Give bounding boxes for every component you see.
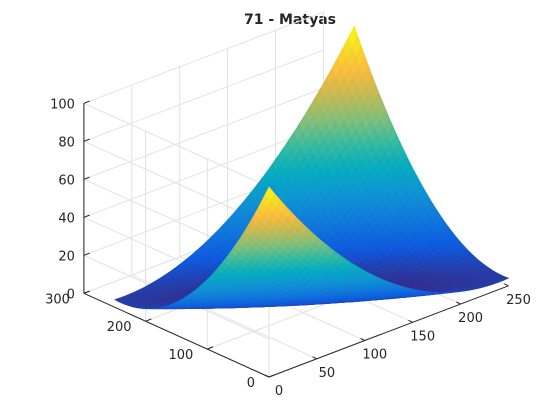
surface-patch <box>498 276 510 281</box>
wall-ymax-gridline-z <box>83 49 324 142</box>
z-tick-label: 100 <box>50 97 75 112</box>
x-tick-label: 50 <box>319 366 336 381</box>
z-tick-label: 40 <box>58 211 75 226</box>
x-tick-label: 0 <box>275 384 283 399</box>
wall-ymax-gridline-z <box>83 87 324 180</box>
y-tick-mark <box>207 346 214 350</box>
y-tick-mark <box>145 318 152 322</box>
wall-ymax-gridline-z <box>83 11 324 104</box>
chart-title: 71 - Matyas <box>244 12 336 28</box>
y-tick-label: 300 <box>45 292 70 307</box>
x-tick-mark <box>456 301 461 305</box>
z-tick-mark <box>83 290 90 294</box>
x-tick-mark <box>503 283 509 287</box>
z-tick-label: 80 <box>58 135 75 150</box>
z-tick-label: 0 <box>67 287 75 302</box>
y-tick-mark <box>268 374 275 378</box>
y-axis-line <box>83 292 270 378</box>
z-tick-mark <box>83 214 90 218</box>
z-tick-mark <box>83 176 90 180</box>
wall-ymax-gridline-z <box>83 125 324 218</box>
z-tick-label: 20 <box>58 249 75 264</box>
wall-x0-gridline-z <box>83 102 270 188</box>
axes <box>83 100 509 378</box>
y-tick-label: 0 <box>247 376 255 391</box>
x-tick-label: 150 <box>410 329 435 344</box>
y-tick-label: 200 <box>107 320 132 335</box>
z-tick-mark <box>83 138 90 142</box>
surface-mesh <box>114 25 510 310</box>
z-tick-mark <box>83 252 90 256</box>
x-tick-mark <box>360 338 366 341</box>
x-tick-label: 100 <box>362 348 387 363</box>
x-tick-mark <box>312 356 318 360</box>
z-tick-mark <box>83 100 90 104</box>
x-axis-line <box>268 285 509 378</box>
x-tick-label: 200 <box>458 311 483 326</box>
x-tick-mark <box>408 319 413 323</box>
x-tick-mark <box>264 374 270 378</box>
z-tick-label: 60 <box>58 173 75 188</box>
y-tick-label: 100 <box>168 348 193 363</box>
x-tick-label: 250 <box>506 293 531 308</box>
